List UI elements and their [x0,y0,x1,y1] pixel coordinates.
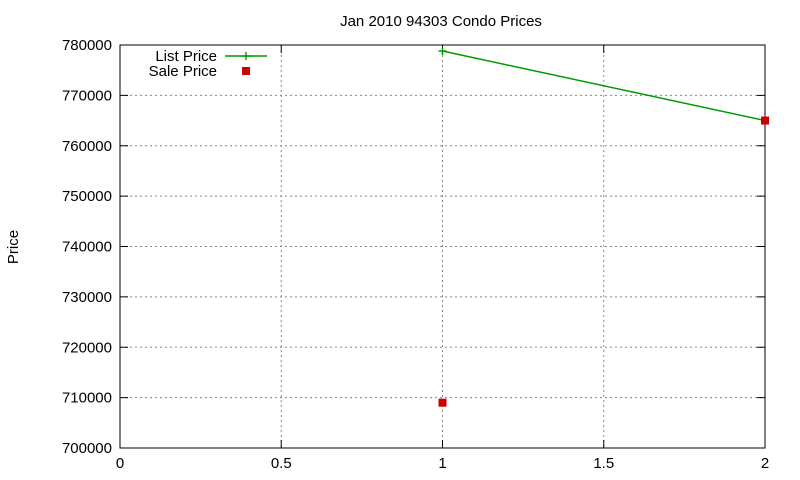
x-tick-label: 1.5 [593,455,614,472]
chart-title: Jan 2010 94303 Condo Prices [340,13,542,30]
x-tick-label: 0 [116,455,124,472]
y-tick-label: 700000 [62,440,112,457]
series-layer [438,47,769,407]
x-tick-label: 0.5 [271,455,292,472]
y-tick-label: 710000 [62,390,112,407]
y-axis-label: Price [5,230,22,264]
list-price-point [438,47,447,56]
y-tick-label: 780000 [62,37,112,54]
y-tick-label: 730000 [62,289,112,306]
x-tick-label: 2 [761,455,769,472]
x-tick-label: 1 [438,455,446,472]
y-tick-label: 760000 [62,138,112,155]
list-price-line [442,50,766,122]
grid-lines [120,45,765,448]
y-tick-label: 750000 [62,188,112,205]
axis-ticks: 700000 710000 720000 730000 740000 750000 7600… [62,37,769,472]
legend-marker-sale-price [242,67,250,75]
legend-label-list-price: List Price [155,48,217,65]
sale-price-point [438,398,447,407]
legend-marker-list-price [242,52,250,60]
y-tick-label: 770000 [62,87,112,104]
legend-label-sale-price: Sale Price [149,63,217,80]
sale-price-point [761,116,769,125]
y-tick-label: 740000 [62,239,112,256]
y-tick-label: 720000 [62,339,112,356]
